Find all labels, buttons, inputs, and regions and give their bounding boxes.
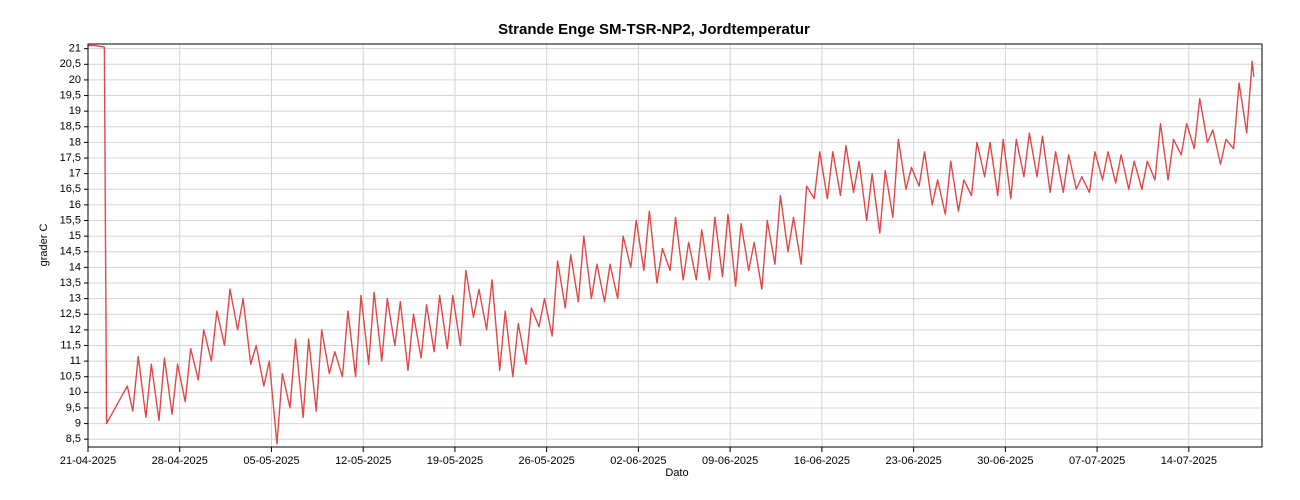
y-tick-label: 9 (75, 417, 81, 429)
y-tick-label: 18,5 (60, 121, 81, 133)
x-tick-label: 28-04-2025 (152, 455, 208, 467)
y-tick-label: 18 (69, 136, 81, 148)
y-tick-label: 17,5 (60, 152, 81, 164)
x-tick-label: 12-05-2025 (335, 455, 391, 467)
y-tick-label: 12,5 (60, 308, 81, 320)
x-tick-label: 14-07-2025 (1161, 455, 1217, 467)
y-tick-label: 10 (69, 386, 81, 398)
x-tick-label: 16-06-2025 (794, 455, 850, 467)
x-tick-label: 09-06-2025 (702, 455, 758, 467)
data-line (88, 44, 1255, 445)
x-tick-label: 07-07-2025 (1069, 455, 1125, 467)
x-tick-label: 02-06-2025 (610, 455, 666, 467)
y-tick-label: 11,5 (60, 339, 81, 351)
y-tick-label: 19,5 (60, 89, 81, 101)
x-tick-label: 23-06-2025 (885, 455, 941, 467)
y-tick-label: 13,5 (60, 277, 81, 289)
x-tick-label: 30-06-2025 (977, 455, 1033, 467)
y-tick-label: 11 (70, 355, 81, 367)
y-tick-label: 9,5 (66, 402, 81, 414)
y-tick-label: 16,5 (60, 183, 81, 195)
y-tick-label: 17 (69, 168, 81, 180)
y-tick-label: 8,5 (66, 433, 81, 445)
y-axis-label: grader C (38, 224, 50, 267)
y-tick-label: 19 (69, 105, 81, 117)
y-tick-label: 10,5 (60, 371, 81, 383)
x-axis-label: Dato (665, 467, 688, 479)
y-tick-label: 16 (69, 199, 81, 211)
y-tick-label: 15,5 (60, 214, 81, 226)
y-tick-label: 15 (69, 230, 81, 242)
y-tick-label: 13 (69, 293, 81, 305)
x-tick-label: 19-05-2025 (427, 455, 483, 467)
y-tick-label: 20 (69, 74, 81, 86)
x-tick-label: 21-04-2025 (60, 455, 116, 467)
y-tick-label: 14,5 (60, 246, 81, 258)
y-tick-label: 21 (69, 43, 81, 55)
x-tick-label: 05-05-2025 (243, 455, 299, 467)
y-tick-label: 12 (69, 324, 81, 336)
y-tick-label: 20,5 (60, 58, 81, 70)
y-tick-label: 14 (69, 261, 81, 273)
x-tick-label: 26-05-2025 (519, 455, 575, 467)
chart-title: Strande Enge SM-TSR-NP2, Jordtemperatur (498, 21, 810, 38)
plot-border (87, 43, 1263, 448)
